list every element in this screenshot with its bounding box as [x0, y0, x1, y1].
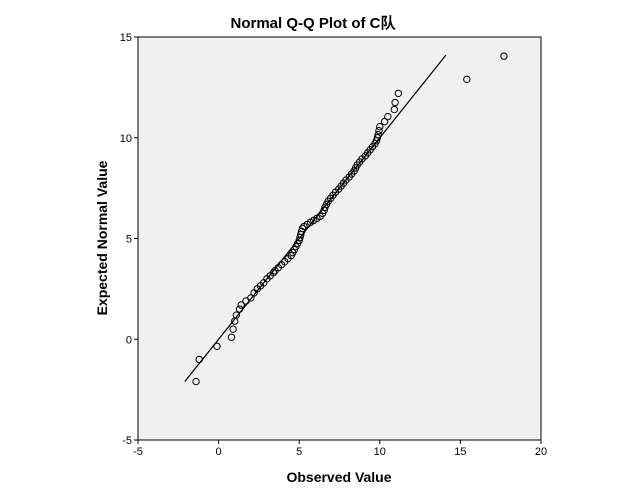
data-point	[390, 105, 399, 114]
y-tick-label: 15	[120, 32, 132, 44]
data-point	[320, 206, 328, 214]
y-axis: -5 0 5 10 15	[120, 32, 138, 447]
data-point	[391, 98, 399, 107]
data-point	[195, 355, 203, 364]
x-tick-label: 15	[454, 446, 466, 458]
data-point	[232, 311, 241, 319]
data-point	[384, 112, 392, 121]
y-tick-label: -5	[122, 435, 132, 447]
y-tick-label: 10	[120, 133, 132, 145]
x-tick-label: 10	[374, 446, 386, 458]
x-tick-label: 20	[535, 446, 547, 458]
data-point	[375, 126, 383, 135]
data-point	[192, 377, 200, 386]
data-point	[298, 224, 307, 233]
data-point	[500, 52, 508, 60]
x-tick-label: 5	[296, 446, 302, 458]
data-point	[235, 305, 244, 313]
reference-line-group	[184, 54, 447, 382]
data-point	[229, 325, 237, 333]
data-point	[463, 75, 471, 84]
y-tick-label: 5	[126, 234, 132, 246]
x-axis: -5 0 5 10 15 20	[133, 440, 547, 458]
data-point	[247, 294, 255, 302]
y-axis-title: Expected Normal Value	[94, 160, 110, 315]
chart-title: Normal Q-Q Plot of C队	[230, 14, 396, 32]
plot-area	[137, 36, 542, 441]
data-point	[227, 333, 236, 341]
y-tick-label: 0	[126, 334, 132, 346]
data-point	[376, 122, 384, 131]
data-point	[374, 131, 382, 139]
data-point	[394, 89, 403, 98]
x-tick-label: 0	[216, 446, 222, 458]
data-point	[213, 342, 221, 351]
x-tick-label: -5	[133, 446, 143, 458]
data-points	[192, 52, 508, 386]
data-point	[269, 269, 278, 277]
data-point	[237, 301, 245, 309]
reference-line	[184, 54, 447, 382]
data-point	[380, 117, 389, 126]
data-point	[373, 134, 382, 142]
x-axis-title: Observed Value	[286, 469, 391, 485]
